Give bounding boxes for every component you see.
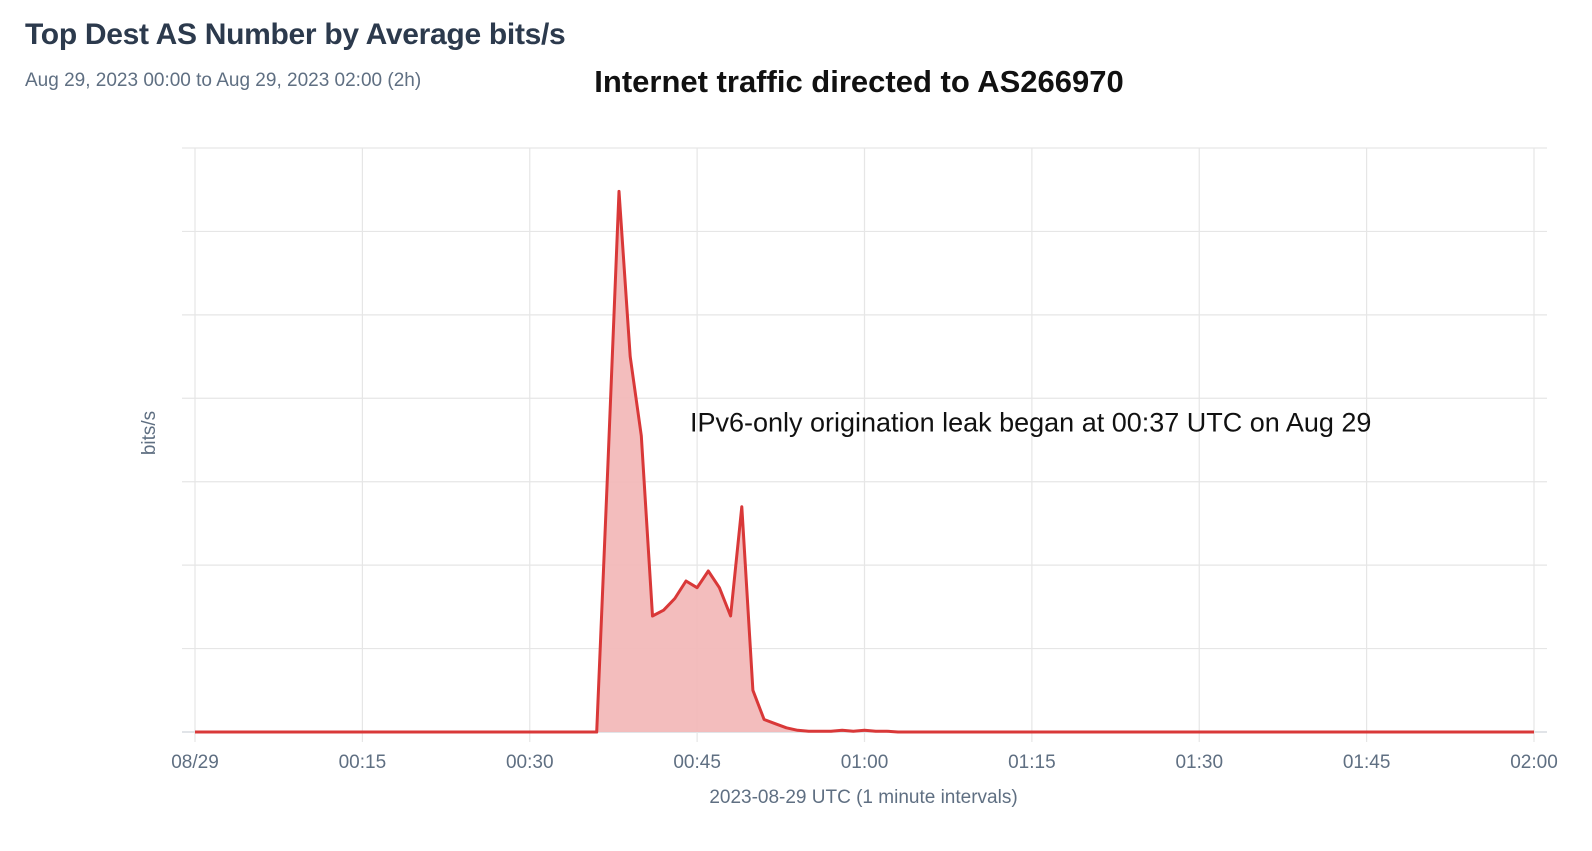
x-tick-label: 00:30 bbox=[506, 752, 554, 773]
chart-title: Internet traffic directed to AS266970 bbox=[594, 64, 1124, 99]
panel-time-range: Aug 29, 2023 00:00 to Aug 29, 2023 02:00… bbox=[25, 70, 422, 91]
x-tick-label: 02:00 bbox=[1510, 752, 1558, 773]
x-tick-label: 01:45 bbox=[1343, 752, 1391, 773]
y-axis-title: bits/s bbox=[139, 411, 160, 455]
x-tick-label: 08/29 bbox=[171, 752, 219, 773]
x-tick-label: 01:30 bbox=[1175, 752, 1223, 773]
grid-lines bbox=[182, 147, 1547, 742]
chart-annotation: IPv6-only origination leak began at 00:3… bbox=[690, 408, 1371, 438]
x-tick-label: 01:00 bbox=[841, 752, 889, 773]
series-line bbox=[195, 189, 1534, 734]
panel-title: Top Dest AS Number by Average bits/s bbox=[25, 18, 566, 51]
series-layer bbox=[195, 189, 1534, 734]
x-axis-ticks: 08/29 00:15 00:30 00:45 01:00 01:15 01:30 01:45… bbox=[171, 752, 1558, 773]
x-tick-label: 00:45 bbox=[673, 752, 721, 773]
x-tick-label: 00:15 bbox=[339, 752, 387, 773]
x-axis-title: 2023-08-29 UTC (1 minute intervals) bbox=[709, 787, 1017, 808]
x-tick-label: 01:15 bbox=[1008, 752, 1056, 773]
